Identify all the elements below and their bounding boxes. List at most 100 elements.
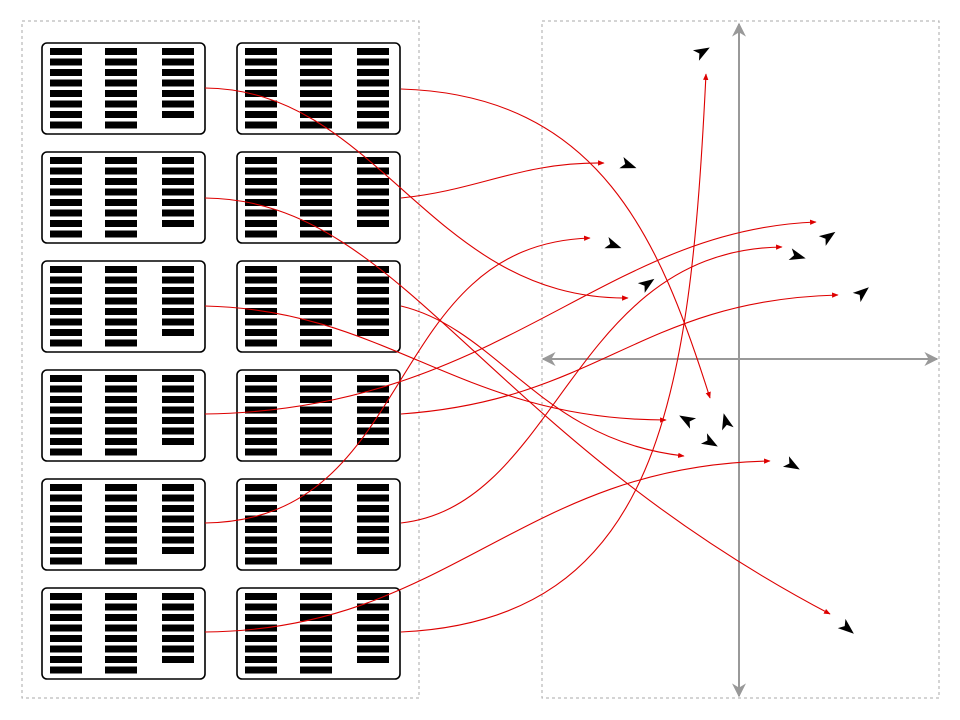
card-bar [50, 505, 82, 512]
card-bar [300, 448, 332, 456]
connector-r6c1 [204, 458, 771, 633]
card-bar [300, 308, 332, 315]
card-bar [245, 417, 277, 424]
card-bar [162, 111, 194, 118]
card-bar [162, 58, 194, 66]
card-bar [357, 178, 389, 185]
card-bar [162, 178, 194, 185]
card-r2c1 [41, 151, 206, 244]
card-bar [357, 624, 389, 632]
card-bar [300, 666, 332, 674]
card-bar [245, 666, 277, 674]
card-bar [105, 48, 137, 55]
card-bar [357, 536, 389, 544]
card-bar [245, 547, 277, 554]
card-bar [50, 593, 82, 600]
card-r1c1 [41, 42, 206, 135]
card-bar [50, 297, 82, 305]
card-bar [300, 547, 332, 554]
connector-r3c1 [204, 305, 667, 423]
card-bar [105, 308, 137, 315]
card-bar [245, 276, 277, 284]
card-bar [300, 209, 332, 217]
card-bar [162, 536, 194, 544]
card-bar [357, 220, 389, 227]
card-bar [162, 614, 194, 621]
card-bar [245, 438, 277, 445]
card-bar [105, 287, 137, 294]
card-bar [162, 69, 194, 76]
card-bar [245, 656, 277, 663]
card-bar [50, 178, 82, 185]
card-bar [162, 406, 194, 414]
card-bar [300, 494, 332, 502]
card-bar [105, 157, 137, 164]
card-bar [162, 635, 194, 642]
card-bar [50, 308, 82, 315]
card-bar [105, 645, 137, 653]
card-bar [162, 547, 194, 554]
card-bar [105, 614, 137, 621]
connector-r1c1 [204, 87, 629, 301]
connector-r4c1 [204, 219, 817, 415]
connector-r2c1 [204, 197, 831, 615]
connector-r5c1 [204, 235, 591, 524]
card-frame [41, 42, 206, 135]
card-r6c2 [236, 587, 401, 680]
card-bar [245, 69, 277, 76]
card-bar [105, 220, 137, 227]
card-bar [357, 593, 389, 600]
card-bar [105, 266, 137, 273]
card-bar [357, 297, 389, 305]
card-bar [50, 484, 82, 491]
card-bar [162, 308, 194, 315]
card-bar [50, 329, 82, 336]
connectors-layer [204, 73, 839, 633]
card-bar [300, 614, 332, 621]
card-bar [105, 230, 137, 238]
card-bar [300, 645, 332, 653]
card-bar [300, 199, 332, 206]
card-bar [245, 526, 277, 533]
card-bar [300, 48, 332, 55]
card-bar [105, 79, 137, 87]
card-bar [105, 438, 137, 445]
card-bar [50, 557, 82, 565]
right-panel-frame [541, 20, 940, 699]
card-bar [245, 167, 277, 175]
card-bar [300, 220, 332, 227]
card-bar [245, 375, 277, 382]
card-bar [357, 48, 389, 55]
card-r3c1 [41, 260, 206, 353]
card-frame [41, 587, 206, 680]
card-bar [300, 58, 332, 66]
card-bar [162, 199, 194, 206]
card-bar [105, 329, 137, 336]
arrowhead-icon [782, 456, 800, 470]
card-bar [105, 656, 137, 663]
card-bar [162, 188, 194, 196]
card-bar [245, 58, 277, 66]
card-bar [105, 406, 137, 414]
card-bar [162, 438, 194, 445]
card-bar [300, 287, 332, 294]
card-bar [300, 188, 332, 196]
card-bar [50, 339, 82, 347]
card-bar [357, 385, 389, 393]
card-bar [50, 547, 82, 554]
card-bar [300, 396, 332, 403]
card-bar [357, 526, 389, 533]
card-bar [50, 417, 82, 424]
card-bar [300, 624, 332, 632]
card-bar [162, 624, 194, 632]
card-bar [300, 329, 332, 336]
card-bar [245, 266, 277, 273]
card-bar [50, 90, 82, 97]
card-bar [50, 515, 82, 523]
card-bar [357, 547, 389, 554]
card-bar [105, 666, 137, 674]
card-bar [300, 230, 332, 238]
arrowhead-icon [637, 278, 655, 293]
card-bar [50, 536, 82, 544]
card-bar [162, 318, 194, 326]
